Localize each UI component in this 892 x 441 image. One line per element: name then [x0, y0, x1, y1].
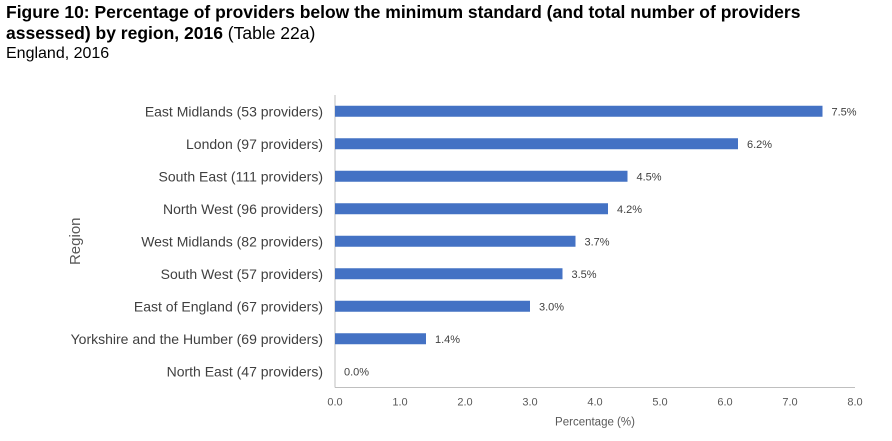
- chart-subtitle: England, 2016: [6, 45, 110, 62]
- chart-title-table-ref: (Table 22a): [222, 23, 316, 43]
- x-tick-label: 2.0: [457, 397, 472, 409]
- x-tick-label: 8.0: [847, 397, 862, 409]
- category-label: East Midlands (53 providers): [145, 103, 323, 119]
- category-label: Yorkshire and the Humber (69 providers): [71, 331, 323, 347]
- category-label: South West (57 providers): [161, 266, 323, 282]
- bar: [335, 170, 628, 182]
- x-tick-label: 5.0: [652, 397, 667, 409]
- category-label: North East (47 providers): [167, 363, 323, 379]
- bar-value-label: 0.0%: [344, 366, 369, 378]
- x-tick-label: 6.0: [717, 397, 732, 409]
- x-axis-title: Percentage (%): [555, 417, 635, 429]
- bar-value-label: 6.2%: [747, 139, 772, 151]
- bar-value-label: 3.7%: [585, 236, 610, 248]
- bar-value-label: 3.5%: [572, 269, 597, 281]
- x-tick-label: 3.0: [522, 397, 537, 409]
- category-label: North West (96 providers): [163, 201, 323, 217]
- chart-title: Figure 10: Percentage of providers below…: [6, 2, 886, 44]
- bar: [335, 333, 426, 345]
- bar: [335, 138, 738, 150]
- bar: [335, 268, 563, 280]
- bar: [335, 203, 608, 215]
- bar-value-label: 4.2%: [617, 204, 642, 216]
- chart-title-main: Figure 10: Percentage of providers below…: [6, 2, 801, 43]
- category-label: West Midlands (82 providers): [141, 233, 323, 249]
- bar: [335, 105, 823, 117]
- chart-header: Figure 10: Percentage of providers below…: [6, 2, 886, 64]
- x-tick-label: 7.0: [782, 397, 797, 409]
- x-tick-label: 0.0: [327, 397, 342, 409]
- category-label: South East (111 providers): [159, 168, 323, 184]
- y-axis-title: Region: [67, 217, 84, 265]
- bar: [335, 235, 576, 247]
- bar: [335, 300, 530, 312]
- bar-value-label: 3.0%: [539, 301, 564, 313]
- category-label: East of England (67 providers): [134, 298, 323, 314]
- x-tick-label: 4.0: [587, 397, 602, 409]
- bar-value-label: 7.5%: [832, 106, 857, 118]
- bar-value-label: 1.4%: [435, 334, 460, 346]
- category-label: London (97 providers): [186, 136, 323, 152]
- bar-value-label: 4.5%: [637, 171, 662, 183]
- x-tick-label: 1.0: [392, 397, 407, 409]
